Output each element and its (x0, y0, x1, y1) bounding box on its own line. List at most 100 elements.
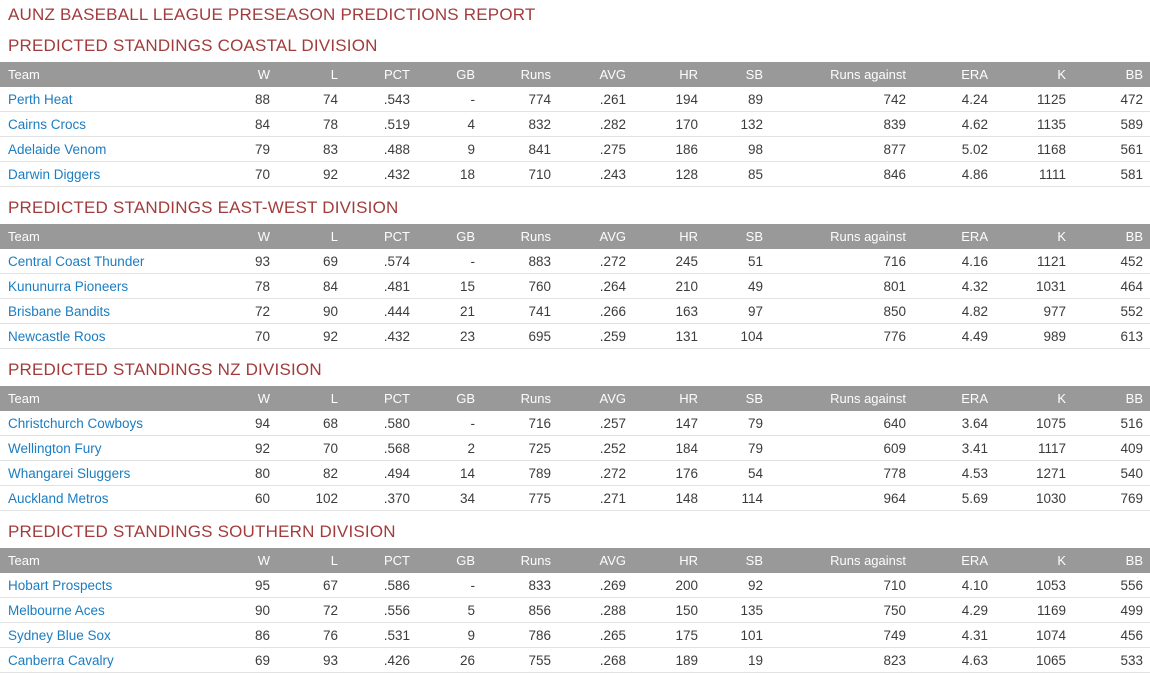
team-link[interactable]: Melbourne Aces (0, 597, 235, 623)
team-link[interactable]: Newcastle Roos (0, 323, 235, 349)
stat-cell-avg: .252 (558, 435, 633, 461)
division-sections: PREDICTED STANDINGS COASTAL DIVISION Tea… (0, 36, 1150, 673)
team-link[interactable]: Canberra Cavalry (0, 647, 235, 673)
team-link[interactable]: Wellington Fury (0, 435, 235, 461)
column-header-runs: Runs (482, 62, 558, 87)
stat-cell-l: 92 (277, 323, 345, 349)
stat-cell-hr: 131 (633, 323, 705, 349)
stat-cell-w: 88 (235, 87, 277, 112)
team-row: Whangarei Sluggers 80 82.494 14 789.272 176 54… (0, 460, 1150, 486)
stat-cell-hr: 200 (633, 573, 705, 598)
stat-cell-gb: 18 (417, 161, 482, 187)
stat-cell-hr: 147 (633, 411, 705, 436)
column-header-hr: HR (633, 386, 705, 411)
stat-cell-sb: 97 (705, 298, 770, 324)
stat-cell-pct: .488 (345, 136, 417, 162)
column-header-runs-against: Runs against (770, 62, 913, 87)
team-link[interactable]: Hobart Prospects (0, 573, 235, 598)
division-section: PREDICTED STANDINGS EAST-WEST DIVISION T… (0, 198, 1150, 349)
stat-cell-w: 86 (235, 622, 277, 648)
column-header-hr: HR (633, 548, 705, 573)
stat-cell-sb: 101 (705, 622, 770, 648)
stat-cell-pct: .543 (345, 87, 417, 112)
column-header-runs: Runs (482, 386, 558, 411)
stat-cell-avg: .259 (558, 323, 633, 349)
stat-cell-l: 70 (277, 435, 345, 461)
stat-cell-era: 4.86 (913, 161, 995, 187)
stat-cell-l: 92 (277, 161, 345, 187)
stat-cell-runs-against: 877 (770, 136, 913, 162)
division-section: PREDICTED STANDINGS SOUTHERN DIVISION Te… (0, 522, 1150, 673)
team-link[interactable]: Sydney Blue Sox (0, 622, 235, 648)
team-link[interactable]: Perth Heat (0, 87, 235, 112)
column-header-bb: BB (1073, 548, 1150, 573)
stat-cell-avg: .275 (558, 136, 633, 162)
column-header-bb: BB (1073, 62, 1150, 87)
stat-cell-hr: 175 (633, 622, 705, 648)
stat-cell-runs: 710 (482, 161, 558, 187)
stat-cell-sb: 92 (705, 573, 770, 598)
team-link[interactable]: Auckland Metros (0, 485, 235, 511)
column-header-bb: BB (1073, 386, 1150, 411)
standings-table: Team W L PCT GB Runs AVG HR SB Runs against ERA K BB… (0, 386, 1150, 511)
stat-cell-bb: 540 (1073, 460, 1150, 486)
stat-cell-hr: 184 (633, 435, 705, 461)
stat-cell-avg: .269 (558, 573, 633, 598)
column-header-avg: AVG (558, 62, 633, 87)
stat-cell-bb: 613 (1073, 323, 1150, 349)
stat-cell-bb: 409 (1073, 435, 1150, 461)
team-link[interactable]: Whangarei Sluggers (0, 460, 235, 486)
stat-cell-sb: 135 (705, 597, 770, 623)
team-link[interactable]: Adelaide Venom (0, 136, 235, 162)
column-header-k: K (995, 548, 1073, 573)
column-header-k: K (995, 224, 1073, 249)
stat-cell-w: 94 (235, 411, 277, 436)
stat-cell-l: 74 (277, 87, 345, 112)
stat-cell-avg: .261 (558, 87, 633, 112)
table-header-row: Team W L PCT GB Runs AVG HR SB Runs against ERA K BB (0, 548, 1150, 573)
stat-cell-era: 4.24 (913, 87, 995, 112)
stat-cell-hr: 148 (633, 485, 705, 511)
team-link[interactable]: Darwin Diggers (0, 161, 235, 187)
stat-cell-hr: 128 (633, 161, 705, 187)
team-link[interactable]: Christchurch Cowboys (0, 411, 235, 436)
team-link[interactable]: Kununurra Pioneers (0, 273, 235, 299)
stat-cell-gb: 2 (417, 435, 482, 461)
team-link[interactable]: Central Coast Thunder (0, 249, 235, 274)
stat-cell-avg: .288 (558, 597, 633, 623)
stat-cell-runs-against: 846 (770, 161, 913, 187)
stat-cell-k: 977 (995, 298, 1073, 324)
team-row: Christchurch Cowboys 94 68.580-716.257 147 7… (0, 411, 1150, 436)
division-heading: PREDICTED STANDINGS EAST-WEST DIVISION (8, 198, 399, 217)
stat-cell-k: 1111 (995, 161, 1073, 187)
stat-cell-gb: - (417, 87, 482, 112)
team-row: Cairns Crocs 84 78.519 4 832.282 170 132 839 4.6… (0, 111, 1150, 137)
team-link[interactable]: Cairns Crocs (0, 111, 235, 137)
column-header-era: ERA (913, 62, 995, 87)
stat-cell-k: 1121 (995, 249, 1073, 274)
stat-cell-hr: 194 (633, 87, 705, 112)
division-heading: PREDICTED STANDINGS SOUTHERN DIVISION (8, 522, 396, 541)
stat-cell-runs-against: 742 (770, 87, 913, 112)
stat-cell-pct: .432 (345, 161, 417, 187)
stat-cell-l: 78 (277, 111, 345, 137)
stat-cell-hr: 189 (633, 647, 705, 673)
stat-cell-w: 69 (235, 647, 277, 673)
stat-cell-runs-against: 839 (770, 111, 913, 137)
team-link[interactable]: Brisbane Bandits (0, 298, 235, 324)
stat-cell-hr: 170 (633, 111, 705, 137)
stat-cell-sb: 114 (705, 485, 770, 511)
team-row: Sydney Blue Sox 86 76.531 9 786.265 175 101 749… (0, 622, 1150, 648)
stat-cell-runs: 789 (482, 460, 558, 486)
stat-cell-gb: - (417, 411, 482, 436)
stat-cell-era: 3.41 (913, 435, 995, 461)
stat-cell-runs: 883 (482, 249, 558, 274)
column-header-l: L (277, 224, 345, 249)
column-header-runs: Runs (482, 548, 558, 573)
stat-cell-bb: 561 (1073, 136, 1150, 162)
stat-cell-pct: .370 (345, 485, 417, 511)
stat-cell-sb: 89 (705, 87, 770, 112)
stat-cell-pct: .574 (345, 249, 417, 274)
stat-cell-bb: 516 (1073, 411, 1150, 436)
stat-cell-era: 3.64 (913, 411, 995, 436)
